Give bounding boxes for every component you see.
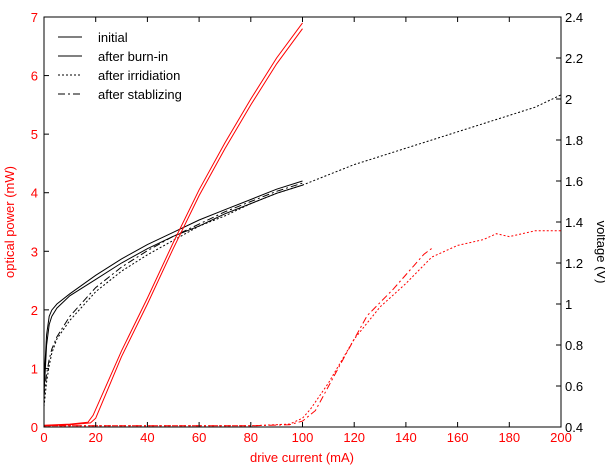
x-tick-label: 60 <box>192 430 206 445</box>
x-tick-label: 180 <box>498 430 520 445</box>
y-left-tick-label: 4 <box>31 186 38 201</box>
x-tick-label: 80 <box>244 430 258 445</box>
y-left-tick-label: 3 <box>31 244 38 259</box>
y-left-tick-label: 2 <box>31 303 38 318</box>
y-right-tick-label: 1.2 <box>565 256 583 271</box>
y-right-tick-label: 1.6 <box>565 174 583 189</box>
y-axis-right-label: voltage (V) <box>594 221 605 284</box>
x-tick-label: 120 <box>343 430 365 445</box>
y-left-tick-label: 1 <box>31 361 38 376</box>
legend-label-burn-in: after burn-in <box>98 49 168 64</box>
legend-label-irridiation: after irridiation <box>98 68 180 83</box>
series-line-5 <box>43 28 303 427</box>
plot-area <box>43 16 562 428</box>
series-line-0 <box>43 180 303 382</box>
y-right-tick-label: 1.4 <box>565 215 583 230</box>
series-line-4 <box>43 22 303 426</box>
x-axis-label: drive current (mA) <box>250 450 354 465</box>
y-right-tick-label: 0.8 <box>565 338 583 353</box>
series-line-1 <box>43 184 303 395</box>
legend-label-initial: initial <box>98 30 128 45</box>
series-line-7 <box>44 247 433 427</box>
y-right-tick-label: 1.8 <box>565 133 583 148</box>
x-tick-label: 0 <box>40 430 47 445</box>
series-layer <box>43 22 562 427</box>
y-right-tick-label: 1 <box>565 297 572 312</box>
y-axis-left-label: optical power (mW) <box>2 166 17 278</box>
y-right-tick-label: 2 <box>565 92 572 107</box>
y-left-tick-label: 0 <box>31 420 38 435</box>
series-line-3 <box>43 182 303 397</box>
tick-layer: 0 20 40 60 80 100 120 140 160 180 200 0 1 2 3 4 5 6 7 0.4 0.… <box>31 10 583 445</box>
y-left-tick-label: 6 <box>31 69 38 84</box>
legend: initial after burn-in after irridiation … <box>58 30 182 102</box>
x-tick-label: 40 <box>140 430 154 445</box>
y-right-tick-label: 0.4 <box>565 420 583 435</box>
y-right-tick-label: 2.4 <box>565 10 583 25</box>
series-line-6 <box>44 230 561 427</box>
x-tick-label: 100 <box>292 430 314 445</box>
series-line-2 <box>43 94 562 407</box>
x-tick-label: 20 <box>88 430 102 445</box>
y-right-tick-label: 2.2 <box>565 51 583 66</box>
y-left-tick-label: 5 <box>31 127 38 142</box>
x-tick-label: 140 <box>395 430 417 445</box>
legend-label-stablizing: after stablizing <box>98 87 182 102</box>
y-left-tick-label: 7 <box>31 10 38 25</box>
x-tick-label: 200 <box>550 430 572 445</box>
y-right-tick-label: 0.6 <box>565 379 583 394</box>
x-tick-label: 160 <box>447 430 469 445</box>
